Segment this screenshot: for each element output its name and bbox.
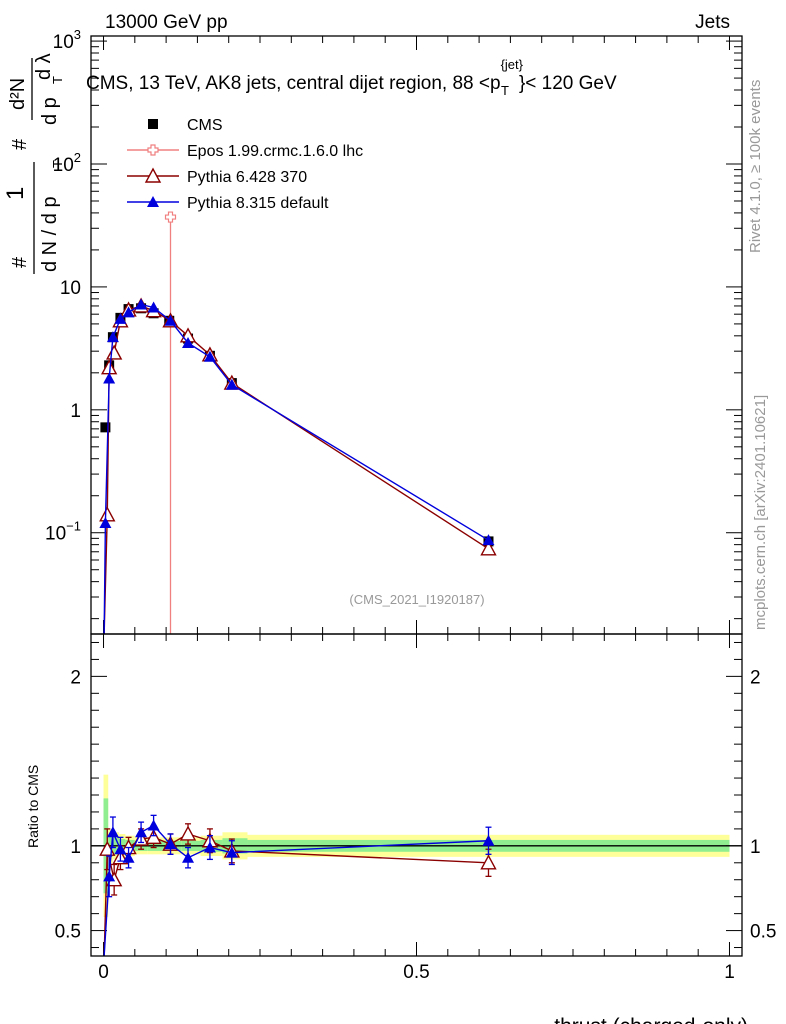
y-axis-label: # 1 d N / d p T # d²N d p T d λ: [2, 53, 65, 274]
ratio-point-0: [480, 854, 497, 870]
ratio-point-1: [135, 826, 148, 838]
plot-title-tail: }< 120 GeV: [519, 73, 617, 94]
x-tick-label: 0.5: [403, 962, 429, 983]
data-point-3: [135, 298, 148, 310]
ratio-y-tick-label-right: 1: [750, 837, 761, 858]
ratio-point-1: [103, 870, 116, 882]
y-tick-label: 10: [60, 278, 81, 299]
series-line-3: [103, 303, 489, 635]
data-point-3: [164, 314, 177, 326]
legend-marker: [144, 167, 162, 183]
data-point-1: [164, 211, 177, 223]
data-point-2: [99, 506, 116, 522]
ratio-y-label: Ratio to CMS: [25, 765, 41, 848]
data-point-3: [225, 378, 238, 390]
plot-title-sup: {jet}: [501, 57, 524, 72]
ratio-y-tick-label: 2: [70, 667, 81, 688]
ratio-point-0: [179, 825, 197, 841]
y-label-d2N: d²N: [7, 78, 29, 110]
legend-label: Pythia 6.428 370: [187, 169, 307, 186]
data-point-3: [99, 517, 112, 529]
y-label-hash-1: #: [9, 256, 31, 268]
x-axis-label: thrust (charged-only): [554, 1015, 748, 1024]
x-tick-label: 0: [98, 962, 109, 983]
y-label-dlambda: d λ: [33, 53, 55, 80]
mcplots-label: mcplots.cern.ch [arXiv:2401.10621]: [752, 395, 769, 630]
data-point-3: [203, 350, 216, 362]
ratio-point-1: [122, 851, 135, 863]
y-label-one: 1: [2, 187, 29, 200]
header-category: Jets: [695, 12, 730, 33]
data-point-2: [480, 540, 497, 556]
y-label-dpT: d p: [39, 97, 61, 125]
data-point-3: [103, 372, 116, 384]
y-tick-label: 10−1: [45, 519, 81, 545]
ratio-panel-frame: [90, 633, 743, 957]
ratio-point-1: [182, 851, 195, 863]
legend-marker: [147, 144, 159, 156]
data-point-2: [105, 344, 123, 360]
legend-marker: [147, 196, 159, 207]
ratio-y-tick-label-right: 0.5: [750, 922, 776, 943]
ratio-point-1: [225, 846, 238, 858]
ratio-point-1: [106, 826, 119, 838]
ratio-point-1: [482, 834, 495, 846]
data-point-3: [114, 312, 127, 324]
data-point-3: [482, 534, 495, 546]
legend-label: CMS: [187, 117, 223, 134]
plot-title-sub: T: [501, 83, 509, 98]
rivet-label: Rivet 4.1.0, ≥ 100k events: [747, 80, 764, 253]
y-label-T2: T: [50, 76, 65, 84]
series-line-2: [103, 305, 489, 635]
y-label-T1: T: [50, 160, 65, 168]
data-point-3: [122, 306, 135, 318]
ratio-point-1: [114, 843, 127, 855]
x-tick-label: 1: [724, 962, 735, 983]
legend-marker: [148, 119, 158, 129]
y-label-dN: d N / d p: [39, 196, 61, 272]
ratio-point-1: [164, 838, 177, 850]
data-point-3: [106, 331, 119, 343]
ratio-line-lead: [103, 876, 110, 957]
data-point-0: [100, 422, 111, 433]
ratio-point-0: [145, 828, 162, 845]
ratio-point-1: [147, 819, 160, 831]
analysis-id: (CMS_2021_I1920187): [349, 592, 484, 607]
y-label-hash-2: #: [9, 138, 31, 150]
legend-label: Pythia 8.315 default: [187, 195, 329, 212]
y-tick-label: 103: [53, 27, 81, 53]
legend-label: Epos 1.99.crmc.1.6.0 lhc: [187, 143, 363, 160]
ratio-y-tick-label: 1: [70, 837, 81, 858]
data-point-3: [147, 301, 160, 313]
ratio-y-tick-label-right: 2: [750, 667, 761, 688]
plot-title-main: CMS, 13 TeV, AK8 jets, central dijet reg…: [86, 73, 501, 94]
header-energy: 13000 GeV pp: [105, 12, 228, 33]
ratio-y-tick-label: 0.5: [55, 922, 81, 943]
y-tick-label: 102: [53, 150, 81, 176]
y-tick-label: 1: [70, 401, 81, 422]
plot-title: CMS, 13 TeV, AK8 jets, central dijet reg…: [86, 57, 617, 98]
data-point-3: [182, 336, 195, 348]
ratio-point-1: [203, 841, 216, 853]
